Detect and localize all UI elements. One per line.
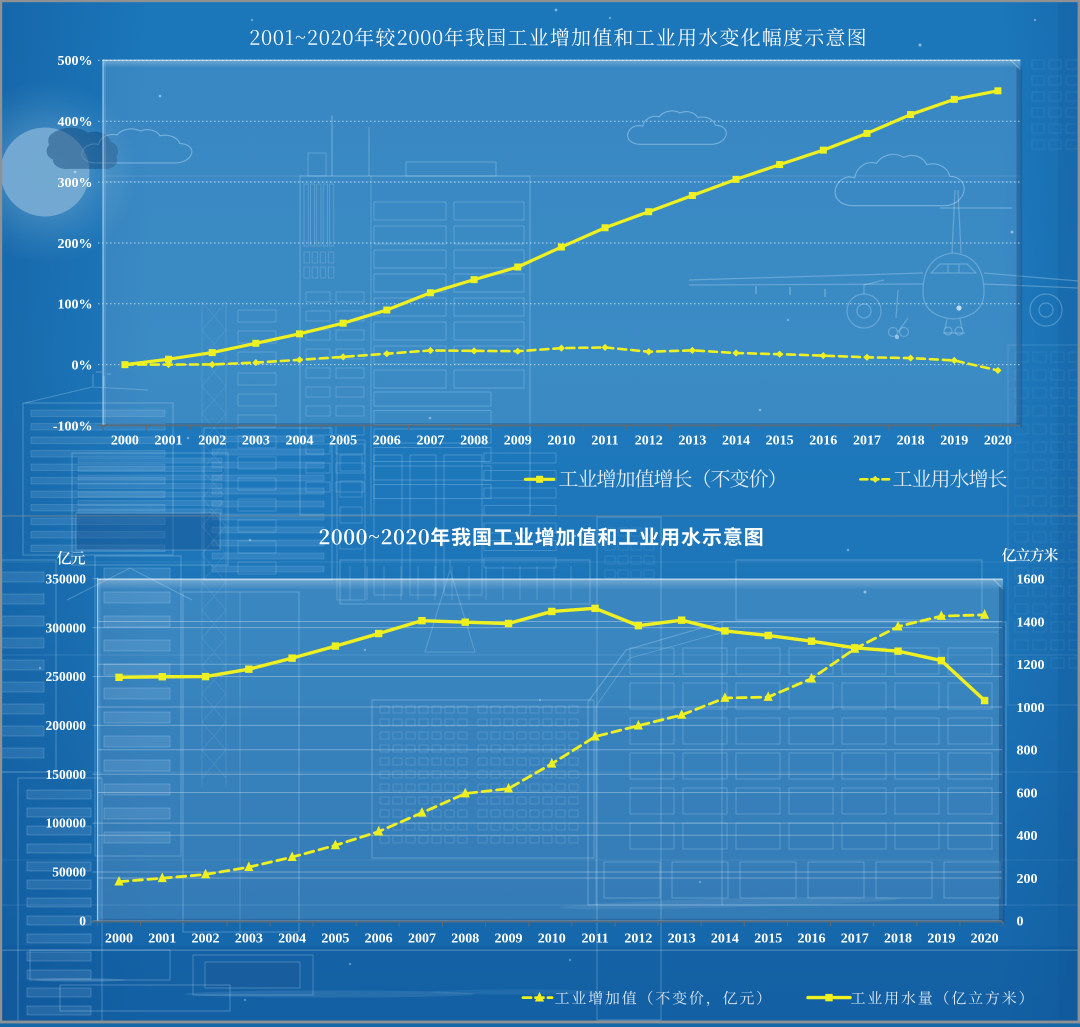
svg-text:2008: 2008	[460, 434, 488, 449]
svg-text:2017: 2017	[853, 434, 881, 449]
svg-text:800: 800	[1017, 744, 1038, 759]
svg-text:2001: 2001	[155, 434, 183, 449]
svg-text:200%: 200%	[58, 237, 93, 252]
svg-text:2016: 2016	[797, 932, 825, 947]
svg-text:0%: 0%	[72, 358, 93, 373]
svg-text:2016: 2016	[809, 434, 837, 449]
svg-text:300%: 300%	[58, 176, 93, 191]
svg-text:1400: 1400	[1017, 615, 1045, 630]
svg-text:2005: 2005	[321, 932, 349, 947]
svg-text:2010: 2010	[547, 434, 575, 449]
svg-text:500%: 500%	[58, 54, 93, 69]
svg-text:2019: 2019	[940, 434, 968, 449]
svg-text:2012: 2012	[624, 932, 652, 947]
svg-text:2013: 2013	[678, 434, 706, 449]
svg-text:2020: 2020	[984, 434, 1012, 449]
svg-text:100%: 100%	[58, 298, 93, 313]
svg-text:2000: 2000	[105, 932, 133, 947]
svg-text:2009: 2009	[495, 932, 523, 947]
svg-text:2012: 2012	[635, 434, 663, 449]
svg-text:2015: 2015	[766, 434, 794, 449]
svg-text:2018: 2018	[884, 932, 912, 947]
svg-text:2000: 2000	[111, 434, 139, 449]
svg-text:2001: 2001	[148, 932, 176, 947]
svg-text:2007: 2007	[416, 434, 444, 449]
svg-text:2017: 2017	[841, 932, 869, 947]
svg-text:2020: 2020	[971, 932, 999, 947]
svg-text:2006: 2006	[373, 434, 401, 449]
svg-text:400%: 400%	[58, 115, 93, 130]
svg-text:-100%: -100%	[53, 419, 93, 434]
svg-text:2002: 2002	[192, 932, 220, 947]
svg-text:2019: 2019	[927, 932, 955, 947]
svg-text:350000: 350000	[46, 571, 87, 586]
svg-text:2011: 2011	[581, 932, 608, 947]
svg-text:2011: 2011	[591, 434, 618, 449]
svg-text:1000: 1000	[1017, 701, 1045, 716]
svg-text:50000: 50000	[52, 865, 86, 880]
svg-text:2009: 2009	[504, 434, 532, 449]
svg-text:2013: 2013	[668, 932, 696, 947]
svg-text:2008: 2008	[451, 932, 479, 947]
svg-text:600: 600	[1017, 786, 1038, 801]
svg-text:150000: 150000	[46, 767, 87, 782]
svg-text:2004: 2004	[286, 434, 314, 449]
svg-text:2015: 2015	[754, 932, 782, 947]
svg-text:1600: 1600	[1017, 573, 1045, 588]
svg-text:2003: 2003	[235, 932, 263, 947]
svg-text:2014: 2014	[711, 932, 739, 947]
svg-text:0: 0	[79, 913, 86, 928]
svg-text:2002: 2002	[198, 434, 226, 449]
svg-text:2006: 2006	[365, 932, 393, 947]
svg-text:250000: 250000	[46, 669, 87, 684]
svg-text:400: 400	[1017, 829, 1038, 844]
svg-text:2007: 2007	[408, 932, 436, 947]
svg-text:2004: 2004	[278, 932, 306, 947]
svg-text:0: 0	[1017, 915, 1024, 930]
svg-text:200000: 200000	[46, 718, 87, 733]
svg-text:2005: 2005	[329, 434, 357, 449]
svg-text:1200: 1200	[1017, 658, 1045, 673]
svg-text:100000: 100000	[46, 816, 87, 831]
svg-text:300000: 300000	[46, 620, 87, 635]
svg-text:200: 200	[1017, 872, 1038, 887]
svg-text:2014: 2014	[722, 434, 750, 449]
svg-text:2010: 2010	[538, 932, 566, 947]
svg-text:2018: 2018	[897, 434, 925, 449]
svg-text:2003: 2003	[242, 434, 270, 449]
